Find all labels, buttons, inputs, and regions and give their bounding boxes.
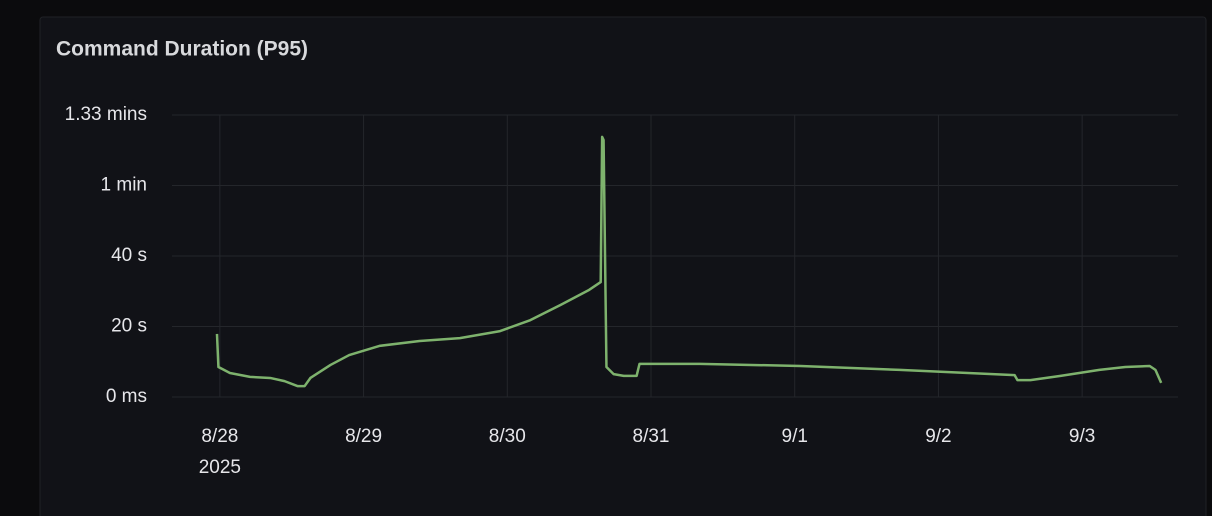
y-tick-label: 0 ms <box>106 386 147 407</box>
y-tick-label: 20 s <box>111 316 147 337</box>
chart-title: Command Duration (P95) <box>56 38 308 61</box>
y-tick-label: 1 min <box>101 175 147 196</box>
x-tick-label: 8/30 <box>489 426 526 447</box>
x-year-label: 2025 <box>199 457 241 478</box>
y-tick-label: 1.33 mins <box>65 104 147 125</box>
x-tick-label: 8/28 <box>201 426 238 447</box>
data-line <box>215 135 1163 388</box>
x-tick-label: 8/31 <box>633 426 670 447</box>
x-tick-label: 9/3 <box>1069 426 1095 447</box>
panel-background <box>39 16 1207 516</box>
x-tick-label: 9/2 <box>925 426 951 447</box>
y-tick-label: 40 s <box>111 245 147 266</box>
x-tick-label: 8/29 <box>345 426 382 447</box>
x-tick-label: 9/1 <box>782 426 808 447</box>
